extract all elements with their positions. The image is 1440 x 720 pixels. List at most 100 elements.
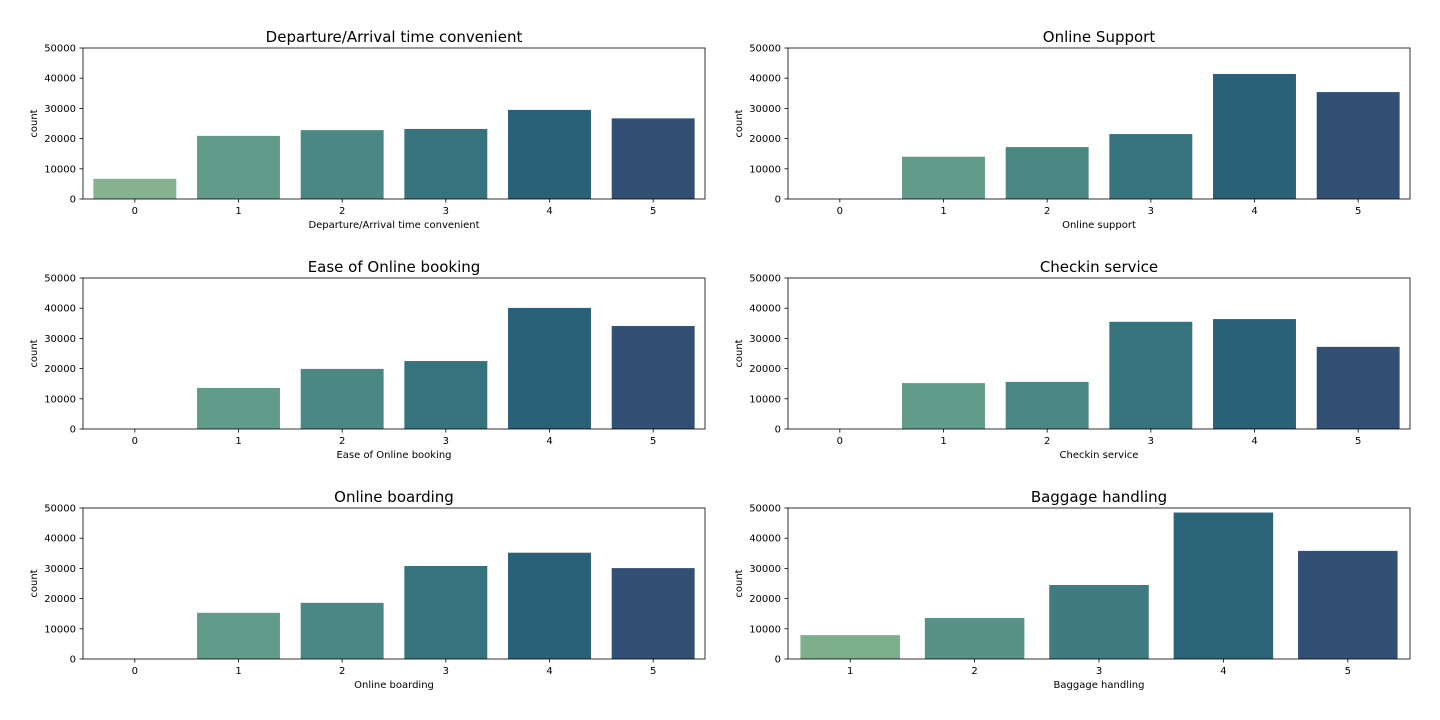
x-tick-label: 1: [940, 206, 946, 217]
x-tick-label: 1: [235, 206, 241, 217]
x-tick-label: 4: [1251, 436, 1257, 447]
x-axis-label: Departure/Arrival time convenient: [308, 220, 479, 231]
y-tick-label: 0: [775, 655, 781, 666]
bar-2-3: [404, 361, 488, 429]
y-tick-label: 20000: [44, 594, 76, 605]
x-tick-label: 5: [1345, 666, 1351, 677]
bar-1-2: [1005, 147, 1089, 199]
y-tick-label: 50000: [749, 44, 781, 55]
y-tick-label: 0: [70, 425, 76, 436]
axes-frame: [82, 277, 706, 430]
x-tick-label: 1: [847, 666, 853, 677]
x-tick-label: 4: [546, 206, 552, 217]
y-tick-label: 50000: [44, 44, 76, 55]
y-tick-label: 20000: [749, 594, 781, 605]
x-tick-label: 3: [443, 436, 449, 447]
x-tick-label: 3: [1096, 666, 1102, 677]
bar-4-4: [508, 552, 591, 659]
bar-5-0: [800, 635, 900, 659]
y-axis-label: count: [29, 569, 40, 597]
y-tick-label: 40000: [749, 534, 781, 545]
chart-title: Ease of Online booking: [308, 258, 481, 276]
y-tick-label: 50000: [749, 274, 781, 285]
chart-panel-0: 0 1 2 3 4 5 0 10000 20000 30000 40000 50000 Departur…: [29, 28, 706, 231]
x-tick-label: 3: [443, 206, 449, 217]
bar-0-2: [300, 130, 384, 199]
x-axis-label: Baggage handling: [1054, 680, 1145, 691]
bar-5-2: [1049, 585, 1149, 659]
bar-0-1: [197, 135, 280, 199]
y-tick-label: 0: [775, 425, 781, 436]
y-tick-label: 20000: [749, 134, 781, 145]
bar-1-4: [1213, 73, 1296, 199]
x-axis-label: Checkin service: [1060, 450, 1139, 461]
y-tick-label: 50000: [44, 274, 76, 285]
bar-5-1: [924, 617, 1025, 659]
x-tick-label: 4: [1251, 206, 1257, 217]
chart-title: Online boarding: [334, 488, 454, 506]
bar-0-0: [93, 178, 177, 199]
y-axis-label: count: [734, 569, 745, 597]
bar-3-4: [1213, 319, 1296, 429]
y-tick-label: 30000: [749, 334, 781, 345]
y-tick-label: 10000: [44, 624, 76, 635]
x-tick-label: 2: [971, 666, 977, 677]
x-tick-label: 5: [650, 666, 656, 677]
bar-4-3: [404, 565, 488, 659]
chart-title: Online Support: [1043, 28, 1156, 46]
bar-2-1: [197, 387, 280, 429]
y-tick-label: 10000: [749, 164, 781, 175]
chart-title: Checkin service: [1040, 258, 1158, 276]
axes-frame: [787, 277, 1411, 430]
x-tick-label: 4: [546, 436, 552, 447]
y-axis-label: count: [734, 339, 745, 367]
axes-frame: [82, 47, 706, 200]
chart-title: Departure/Arrival time convenient: [266, 28, 523, 46]
y-tick-label: 20000: [44, 364, 76, 375]
bar-5-4: [1298, 550, 1398, 659]
bar-0-3: [404, 128, 488, 199]
x-tick-label: 2: [339, 666, 345, 677]
y-tick-label: 0: [775, 195, 781, 206]
x-tick-label: 3: [1148, 206, 1154, 217]
x-axis-label: Ease of Online booking: [336, 450, 451, 461]
y-tick-label: 30000: [749, 104, 781, 115]
axes-frame: [82, 507, 706, 660]
x-tick-label: 3: [443, 666, 449, 677]
y-tick-label: 10000: [749, 624, 781, 635]
y-tick-label: 20000: [44, 134, 76, 145]
y-axis-label: count: [29, 339, 40, 367]
bar-1-3: [1109, 134, 1193, 199]
x-tick-label: 5: [1355, 436, 1361, 447]
axes-frame: [787, 47, 1411, 200]
bar-3-3: [1109, 321, 1193, 429]
chart-title: Baggage handling: [1031, 488, 1167, 506]
bar-4-5: [611, 568, 695, 659]
y-tick-label: 0: [70, 195, 76, 206]
x-tick-label: 0: [837, 436, 843, 447]
y-tick-label: 40000: [749, 304, 781, 315]
y-tick-label: 30000: [44, 104, 76, 115]
x-tick-label: 3: [1148, 436, 1154, 447]
y-tick-label: 10000: [749, 394, 781, 405]
bar-2-4: [508, 307, 591, 429]
bar-5-3: [1173, 512, 1274, 659]
x-tick-label: 0: [132, 666, 138, 677]
y-tick-label: 30000: [44, 564, 76, 575]
y-tick-label: 40000: [44, 74, 76, 85]
chart-panel-2: 0 1 2 3 4 5 0 10000 20000 30000 40000 50000 Ease of …: [29, 258, 706, 461]
x-tick-label: 4: [1220, 666, 1226, 677]
x-tick-label: 1: [940, 436, 946, 447]
y-tick-label: 10000: [44, 164, 76, 175]
x-tick-label: 2: [1044, 436, 1050, 447]
y-tick-label: 20000: [749, 364, 781, 375]
y-tick-label: 50000: [44, 504, 76, 515]
x-tick-label: 0: [837, 206, 843, 217]
x-tick-label: 1: [235, 436, 241, 447]
bar-3-1: [902, 383, 985, 429]
x-tick-label: 1: [235, 666, 241, 677]
y-axis-label: count: [29, 109, 40, 137]
x-tick-label: 2: [1044, 206, 1050, 217]
x-axis-label: Online support: [1062, 220, 1136, 231]
